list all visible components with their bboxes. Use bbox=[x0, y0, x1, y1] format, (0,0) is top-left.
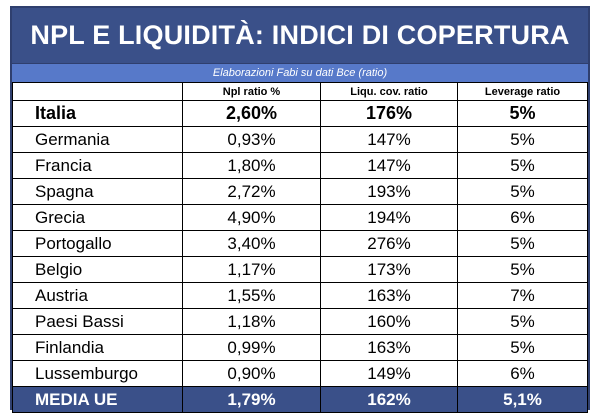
lcr-cell: 276% bbox=[320, 230, 458, 257]
table-body: Italia 2,60% 176% 5% Germania 0,93% 147% 5% Fran… bbox=[12, 100, 588, 387]
table-row: Finlandia 0,99% 163% 5% bbox=[12, 334, 588, 361]
country-cell: Francia bbox=[12, 152, 183, 179]
average-lcr: 162% bbox=[320, 386, 458, 413]
lcr-cell: 149% bbox=[320, 360, 458, 387]
table-row: Spagna 2,72% 193% 5% bbox=[12, 178, 588, 205]
table-row: Grecia 4,90% 194% 6% bbox=[12, 204, 588, 231]
leverage-cell: 5% bbox=[457, 100, 588, 127]
leverage-cell: 5% bbox=[457, 178, 588, 205]
leverage-cell: 5% bbox=[457, 230, 588, 257]
lcr-cell: 163% bbox=[320, 334, 458, 361]
average-label: MEDIA UE bbox=[12, 386, 183, 413]
lcr-cell: 176% bbox=[320, 100, 458, 127]
lcr-cell: 147% bbox=[320, 126, 458, 153]
average-leverage: 5,1% bbox=[457, 386, 588, 413]
leverage-cell: 5% bbox=[457, 126, 588, 153]
npl-cell: 1,55% bbox=[182, 282, 321, 309]
country-cell: Italia bbox=[12, 100, 183, 127]
table-row: Portogallo 3,40% 276% 5% bbox=[12, 230, 588, 257]
lcr-cell: 147% bbox=[320, 152, 458, 179]
npl-cell: 3,40% bbox=[182, 230, 321, 257]
country-cell: Portogallo bbox=[12, 230, 183, 257]
lcr-cell: 193% bbox=[320, 178, 458, 205]
leverage-cell: 7% bbox=[457, 282, 588, 309]
npl-cell: 1,18% bbox=[182, 308, 321, 335]
npl-cell: 0,90% bbox=[182, 360, 321, 387]
subtitle: Elaborazioni Fabi su dati Bce (ratio) bbox=[12, 63, 588, 82]
npl-cell: 4,90% bbox=[182, 204, 321, 231]
data-table: Npl ratio % Liqu. cov. ratio Leverage ra… bbox=[12, 82, 588, 413]
country-cell: Lussemburgo bbox=[12, 360, 183, 387]
npl-cell: 0,99% bbox=[182, 334, 321, 361]
table-row: Paesi Bassi 1,18% 160% 5% bbox=[12, 308, 588, 335]
table-row: Francia 1,80% 147% 5% bbox=[12, 152, 588, 179]
npl-cell: 1,80% bbox=[182, 152, 321, 179]
lcr-cell: 194% bbox=[320, 204, 458, 231]
page-title: NPL E LIQUIDITÀ: INDICI DI COPERTURA bbox=[12, 8, 588, 63]
column-header-lcr: Liqu. cov. ratio bbox=[320, 82, 458, 101]
lcr-cell: 160% bbox=[320, 308, 458, 335]
country-cell: Grecia bbox=[12, 204, 183, 231]
leverage-cell: 5% bbox=[457, 334, 588, 361]
leverage-cell: 5% bbox=[457, 152, 588, 179]
table-card: NPL E LIQUIDITÀ: INDICI DI COPERTURA Ela… bbox=[10, 6, 590, 413]
country-cell: Spagna bbox=[12, 178, 183, 205]
country-cell: Austria bbox=[12, 282, 183, 309]
column-header-leverage: Leverage ratio bbox=[457, 82, 588, 101]
leverage-cell: 5% bbox=[457, 256, 588, 283]
table-row: Austria 1,55% 163% 7% bbox=[12, 282, 588, 309]
npl-cell: 2,72% bbox=[182, 178, 321, 205]
npl-cell: 1,17% bbox=[182, 256, 321, 283]
table-row: Lussemburgo 0,90% 149% 6% bbox=[12, 360, 588, 387]
country-cell: Finlandia bbox=[12, 334, 183, 361]
leverage-cell: 6% bbox=[457, 360, 588, 387]
average-npl: 1,79% bbox=[182, 386, 321, 413]
table-row: Germania 0,93% 147% 5% bbox=[12, 126, 588, 153]
leverage-cell: 6% bbox=[457, 204, 588, 231]
leverage-cell: 5% bbox=[457, 308, 588, 335]
table-row: Belgio 1,17% 173% 5% bbox=[12, 256, 588, 283]
header-row: Npl ratio % Liqu. cov. ratio Leverage ra… bbox=[12, 82, 588, 101]
column-header-country bbox=[12, 82, 183, 101]
country-cell: Paesi Bassi bbox=[12, 308, 183, 335]
average-row: MEDIA UE 1,79% 162% 5,1% bbox=[12, 386, 588, 413]
lcr-cell: 173% bbox=[320, 256, 458, 283]
country-cell: Belgio bbox=[12, 256, 183, 283]
country-cell: Germania bbox=[12, 126, 183, 153]
column-header-npl: Npl ratio % bbox=[182, 82, 321, 101]
npl-cell: 0,93% bbox=[182, 126, 321, 153]
npl-cell: 2,60% bbox=[182, 100, 321, 127]
lcr-cell: 163% bbox=[320, 282, 458, 309]
table-row: Italia 2,60% 176% 5% bbox=[12, 100, 588, 127]
